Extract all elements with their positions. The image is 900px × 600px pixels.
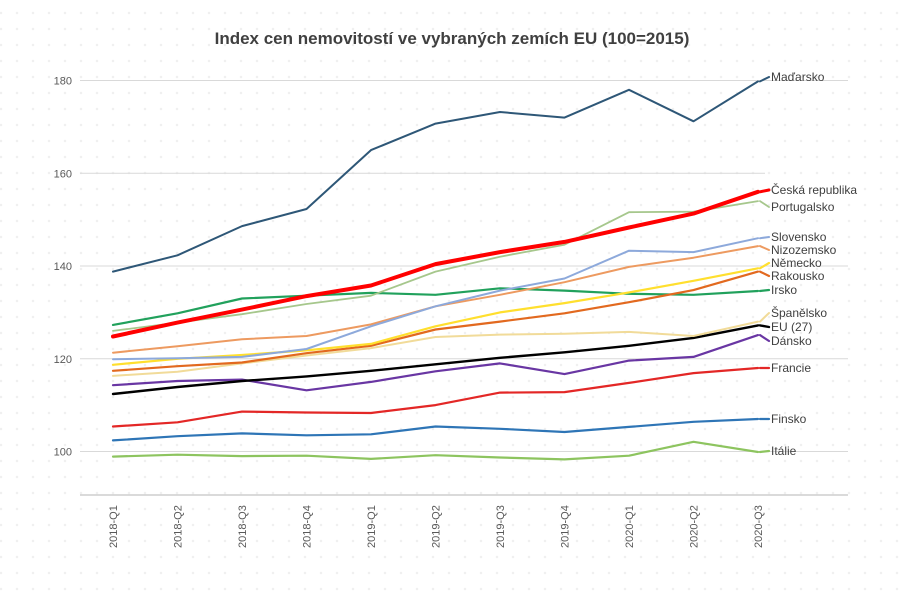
series-line-německo (111, 267, 760, 366)
series-line-irsko (111, 287, 760, 326)
series-label-německo: Německo (771, 256, 822, 270)
x-axis-label-2020-Q1: 2020-Q1 (624, 505, 636, 548)
series-leader-španělsko (759, 312, 770, 323)
y-axis-label-180: 180 (54, 76, 72, 88)
series-line-slovensko (112, 237, 759, 361)
series-leader-itálie (758, 449, 771, 454)
series-line-portugalsko (112, 200, 759, 332)
series-layer (111, 80, 760, 461)
x-axis-label-2019-Q1: 2019-Q1 (366, 505, 378, 548)
series-leader-německo (758, 261, 771, 270)
x-axis-label-2018-Q1: 2018-Q1 (108, 505, 120, 548)
series-line-itálie (111, 440, 760, 461)
series-label-layer: Maďarsko Česká republika Portugalsko Sloven… (758, 70, 857, 458)
series-line-maďarsko (112, 80, 759, 273)
series-label-itálie: Itálie (771, 444, 797, 458)
series-label-nizozemsko: Nizozemsko (771, 243, 837, 257)
series-leader-nizozemsko (759, 245, 770, 251)
series-line-finsko (111, 417, 760, 442)
series-line-španělsko (112, 320, 759, 377)
series-label-francie: Francie (771, 361, 811, 375)
axis-layer: 180 160 140 120 100 2018-Q1 2018-Q2 2018-Q3 2018… (54, 76, 848, 548)
x-axis-label-2018-Q3: 2018-Q3 (237, 505, 249, 548)
series-leader-irsko (758, 288, 771, 293)
y-axis-label-100: 100 (54, 447, 72, 459)
series-line-česká-republika (111, 189, 760, 339)
series-leader-maďarsko (759, 76, 770, 83)
series-label-maďarsko: Maďarsko (771, 70, 825, 84)
x-axis-label-2019-Q3: 2019-Q3 (495, 505, 507, 548)
series-line-dánsko (111, 334, 760, 392)
series-leader-dánsko (758, 334, 771, 343)
series-label-portugalsko: Portugalsko (771, 200, 835, 214)
chart-title: Index cen nemovitostí ve vybraných zemíc… (215, 29, 690, 48)
y-axis-label-160: 160 (54, 168, 72, 180)
series-leader-portugalsko (759, 200, 770, 208)
series-label-finsko: Finsko (771, 412, 807, 426)
series-label-rakousko: Rakousko (771, 269, 825, 283)
series-leader-rakousko (758, 270, 771, 278)
series-leader-česká-republika (758, 188, 771, 194)
series-label-slovensko: Slovensko (771, 230, 827, 244)
y-axis-label-140: 140 (54, 261, 72, 273)
x-axis-label-2019-Q4: 2019-Q4 (560, 505, 572, 548)
x-axis-label-2020-Q2: 2020-Q2 (689, 505, 701, 548)
series-line-francie (111, 366, 760, 428)
series-line-eu-27 (111, 324, 760, 396)
series-label-irsko: Irsko (771, 283, 797, 297)
series-label-eu-27: EU (27) (771, 320, 812, 334)
series-leader-eu-27 (758, 324, 771, 329)
x-axis-label-2018-Q2: 2018-Q2 (173, 505, 185, 548)
x-axis-label-2018-Q4: 2018-Q4 (302, 505, 314, 548)
y-axis-label-120: 120 (54, 354, 72, 366)
series-label-španělsko: Španělsko (771, 305, 827, 320)
series-label-česká-republika: Česká republika (771, 182, 857, 197)
x-axis-label-2019-Q2: 2019-Q2 (431, 505, 443, 548)
grid-layer (80, 80, 848, 452)
series-line-rakousko (111, 270, 760, 372)
series-label-dánsko: Dánsko (771, 334, 812, 348)
series-leader-slovensko (759, 236, 770, 240)
x-axis-label-2020-Q3: 2020-Q3 (753, 505, 765, 548)
